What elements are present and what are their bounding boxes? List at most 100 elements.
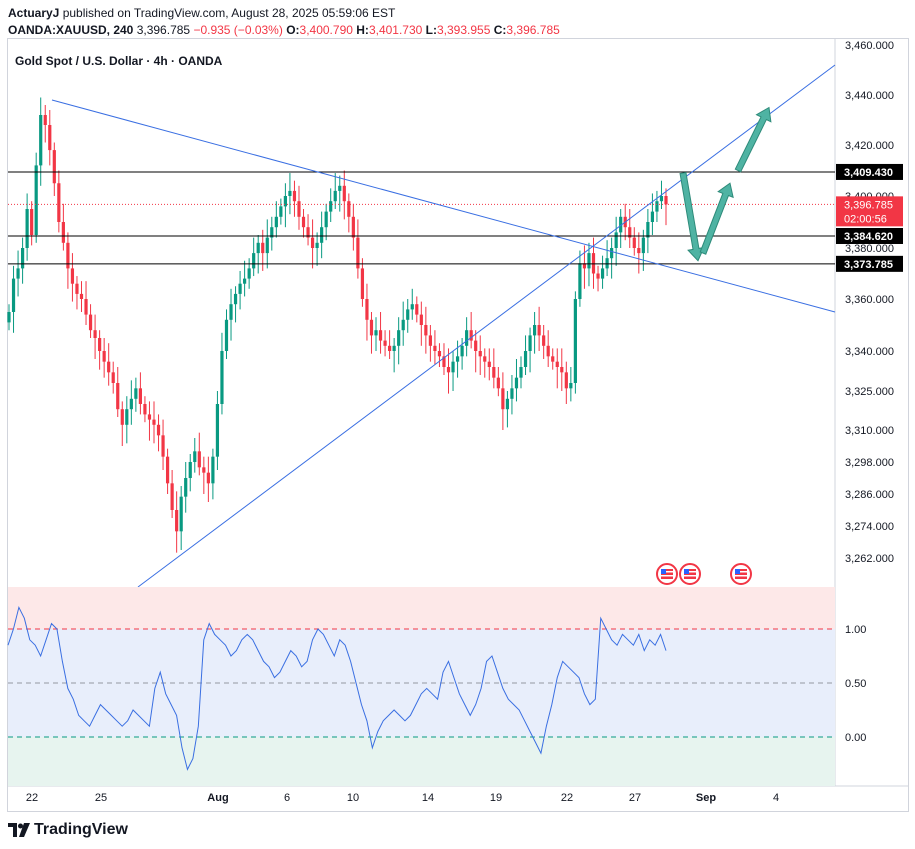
price-change: −0.935 (−0.03%) (193, 23, 283, 37)
symbol-name: OANDA:XAUUSD, 240 (8, 23, 134, 37)
candle-body (179, 496, 183, 532)
open-label: O: (286, 23, 300, 37)
candle-body (419, 314, 423, 325)
forecast-arrow (734, 106, 772, 173)
candle-body (220, 351, 224, 404)
candle-body (591, 253, 596, 274)
candle-body (320, 227, 324, 243)
candle-body (560, 367, 564, 373)
ascending-trendline (137, 64, 836, 588)
candle-body (469, 330, 473, 341)
candle-body (52, 150, 56, 184)
candle-body (406, 309, 410, 320)
candle-body (310, 237, 315, 248)
candle-body (48, 125, 52, 151)
candle-body (175, 510, 179, 532)
candle-body (451, 361, 455, 373)
rsi-oversold-zone (8, 737, 835, 786)
candle-body (170, 483, 174, 510)
level-label: 3,384.620 (844, 231, 893, 243)
candle-body (98, 338, 102, 351)
candle-body (102, 351, 106, 362)
candle-body (437, 351, 442, 357)
candle-body (569, 383, 573, 389)
candle-body (442, 356, 446, 367)
candle-body (510, 388, 514, 399)
candle-body (156, 424, 161, 436)
candle-body (107, 361, 111, 373)
candle-body (356, 237, 360, 269)
tradingview-logo-icon (8, 823, 30, 837)
candle-body (211, 456, 215, 484)
candle-body (641, 237, 645, 254)
candle-body (628, 227, 632, 238)
candle-body (16, 268, 20, 279)
candle-body (233, 293, 238, 305)
candle-body (120, 409, 124, 425)
candle-body (433, 345, 437, 351)
low-label: L: (425, 23, 437, 37)
candle-body (34, 165, 38, 235)
candle-body (125, 409, 129, 425)
descending-trendline (51, 99, 836, 313)
candle-body (193, 451, 197, 462)
candle-body (632, 237, 636, 248)
candle-body (333, 190, 337, 202)
candle-body (39, 115, 43, 166)
price-tick-label: 3,325.000 (845, 386, 894, 398)
candle-body (555, 361, 559, 367)
candle-body (487, 361, 491, 367)
candle-body (397, 330, 401, 346)
candle-body (374, 330, 378, 336)
candle-body (614, 232, 618, 248)
candle-body (605, 258, 609, 269)
price-tick-label: 3,274.000 (845, 521, 894, 533)
candle-body (596, 273, 600, 279)
candle-body (664, 196, 668, 205)
candle-body (292, 190, 297, 202)
chart-title: Gold Spot / U.S. Dollar · 4h · OANDA (15, 54, 223, 68)
rsi-overbought-zone (8, 587, 835, 629)
time-tick-label: 10 (347, 792, 359, 804)
candle-body (378, 330, 383, 341)
footer-brand[interactable]: TradingView (8, 821, 128, 839)
candle-body (20, 248, 25, 269)
footer-brand-text: TradingView (34, 821, 128, 838)
time-tick-label: 4 (773, 792, 779, 804)
close-label: C: (493, 23, 507, 37)
candle-body (610, 248, 614, 259)
author-name[interactable]: ActuaryJ (8, 6, 60, 20)
candle-body (347, 201, 351, 217)
candle-body (542, 335, 546, 346)
level-label: 3,373.785 (844, 259, 893, 271)
candle-body (256, 242, 260, 254)
time-tick-label: 22 (26, 792, 38, 804)
level-label-box (836, 255, 903, 272)
time-tick-label: Aug (207, 792, 228, 804)
candle-body (324, 211, 328, 228)
candle-body (659, 196, 664, 202)
candle-body (215, 404, 220, 457)
price-tick-label: 3,286.000 (845, 489, 894, 501)
candle-body (116, 383, 120, 410)
candle-body (424, 325, 428, 336)
candle-body (11, 278, 16, 312)
candle-body (30, 209, 34, 235)
high-value: 3,401.730 (368, 23, 423, 37)
candle-body (315, 242, 319, 248)
countdown-label: 02:00:56 (844, 213, 887, 225)
candle-body (455, 356, 460, 362)
candle-body (188, 462, 192, 478)
candle-body (243, 278, 247, 284)
price-tick-label: 3,340.000 (845, 346, 894, 358)
candle-body (573, 299, 577, 383)
candle-body (369, 319, 374, 336)
candle-body (465, 330, 469, 346)
candle-body (283, 196, 287, 207)
candle-body (338, 185, 342, 191)
chart-frame (7, 38, 909, 812)
candle-body (446, 367, 451, 373)
candle-body (161, 435, 165, 457)
candle-body (61, 222, 65, 243)
